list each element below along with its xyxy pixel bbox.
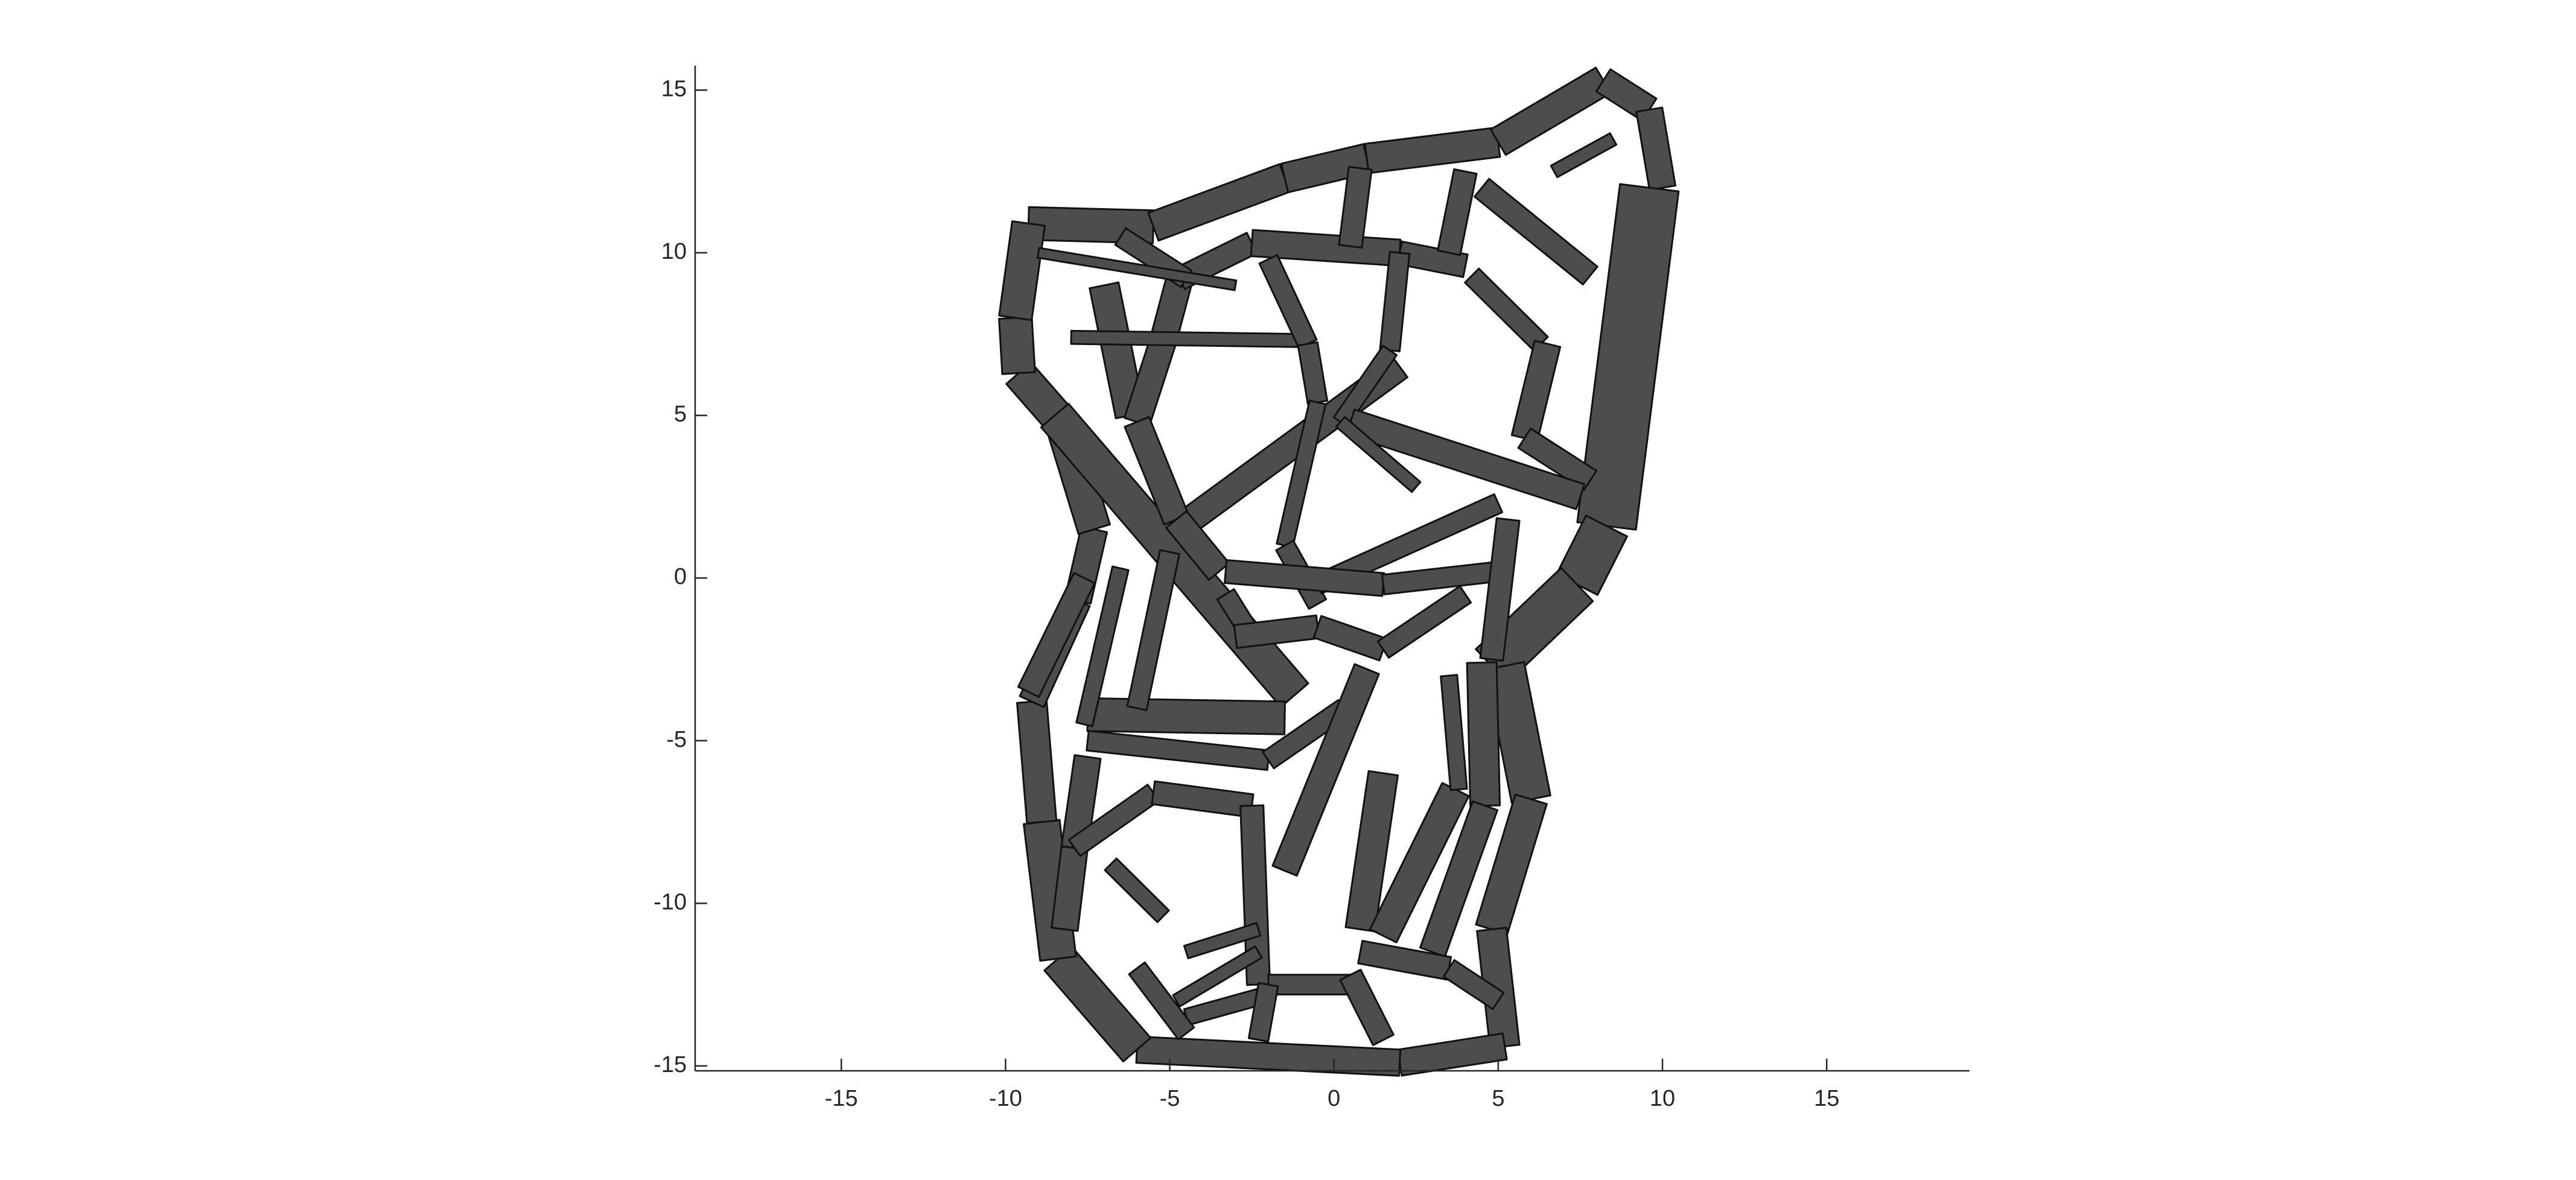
y-tick-label: 5 xyxy=(674,402,687,427)
x-tick-label: 5 xyxy=(1492,1086,1504,1111)
strut xyxy=(1183,922,1262,960)
strut xyxy=(1016,699,1058,824)
lattice xyxy=(998,66,1680,1077)
strut xyxy=(1086,697,1286,735)
strut xyxy=(1484,661,1551,804)
y-tick-label: 0 xyxy=(674,564,687,589)
strut xyxy=(1086,730,1271,771)
strut xyxy=(1466,661,1501,807)
strut xyxy=(1364,126,1501,174)
strut xyxy=(1576,183,1680,531)
strut xyxy=(1262,699,1350,770)
strut xyxy=(1271,663,1380,877)
strut xyxy=(1338,165,1373,249)
strut xyxy=(1297,341,1329,405)
y-tick-label: 10 xyxy=(661,239,687,264)
x-tick-label: -10 xyxy=(989,1086,1022,1111)
strut xyxy=(1396,240,1469,278)
strut xyxy=(1017,572,1096,698)
y-tick-label: -15 xyxy=(654,1052,687,1077)
strut xyxy=(1070,329,1309,348)
strut xyxy=(1442,959,1505,1010)
strut xyxy=(1464,267,1549,352)
strut xyxy=(998,220,1046,322)
strut xyxy=(1128,961,1195,1041)
y-tick-label: -5 xyxy=(666,727,687,752)
strut xyxy=(1635,106,1676,191)
strut xyxy=(1172,945,1263,1007)
strut xyxy=(998,316,1036,375)
strut xyxy=(1396,1032,1508,1077)
strut xyxy=(1490,66,1612,156)
axes: -15 -10 -5 0 5 10 15 -15 -10 -5 0 5 10 15 xyxy=(654,66,1970,1111)
strut xyxy=(1258,254,1318,349)
strut xyxy=(1267,974,1352,995)
x-tick-label: 15 xyxy=(1814,1086,1839,1111)
strut xyxy=(1345,408,1586,510)
x-tick-label: -15 xyxy=(825,1086,858,1111)
strut xyxy=(1376,585,1472,659)
strut xyxy=(1357,940,1452,981)
strut xyxy=(1233,614,1320,649)
strut xyxy=(1556,515,1628,596)
strut xyxy=(1335,416,1422,493)
y-tick-label: 15 xyxy=(661,76,687,101)
strut xyxy=(1479,517,1521,662)
x-tick-label: -5 xyxy=(1160,1086,1180,1111)
strut xyxy=(1037,247,1238,291)
strut xyxy=(1151,780,1255,818)
strut xyxy=(1312,615,1388,662)
strut xyxy=(1476,927,1521,1049)
strut xyxy=(1067,784,1160,857)
strut xyxy=(1550,132,1618,179)
strut xyxy=(1440,674,1468,791)
strut xyxy=(1595,68,1658,122)
strut xyxy=(1437,168,1478,256)
strut xyxy=(1381,560,1501,595)
x-tick-label: 0 xyxy=(1328,1086,1340,1111)
strut xyxy=(1280,143,1372,194)
x-tick-label: 10 xyxy=(1650,1086,1675,1111)
strut xyxy=(1339,968,1395,1046)
strut xyxy=(1104,857,1170,924)
strut xyxy=(1510,340,1562,442)
strut xyxy=(1247,982,1279,1043)
strut xyxy=(1224,559,1385,597)
strut xyxy=(1075,565,1130,728)
strut xyxy=(1369,782,1470,944)
strut xyxy=(1474,177,1598,286)
strut xyxy=(1147,163,1291,242)
strut xyxy=(1379,250,1411,352)
y-tick-label: -10 xyxy=(654,889,687,915)
strut xyxy=(1043,945,1152,1062)
strut xyxy=(1517,427,1598,491)
strut xyxy=(1126,549,1180,711)
